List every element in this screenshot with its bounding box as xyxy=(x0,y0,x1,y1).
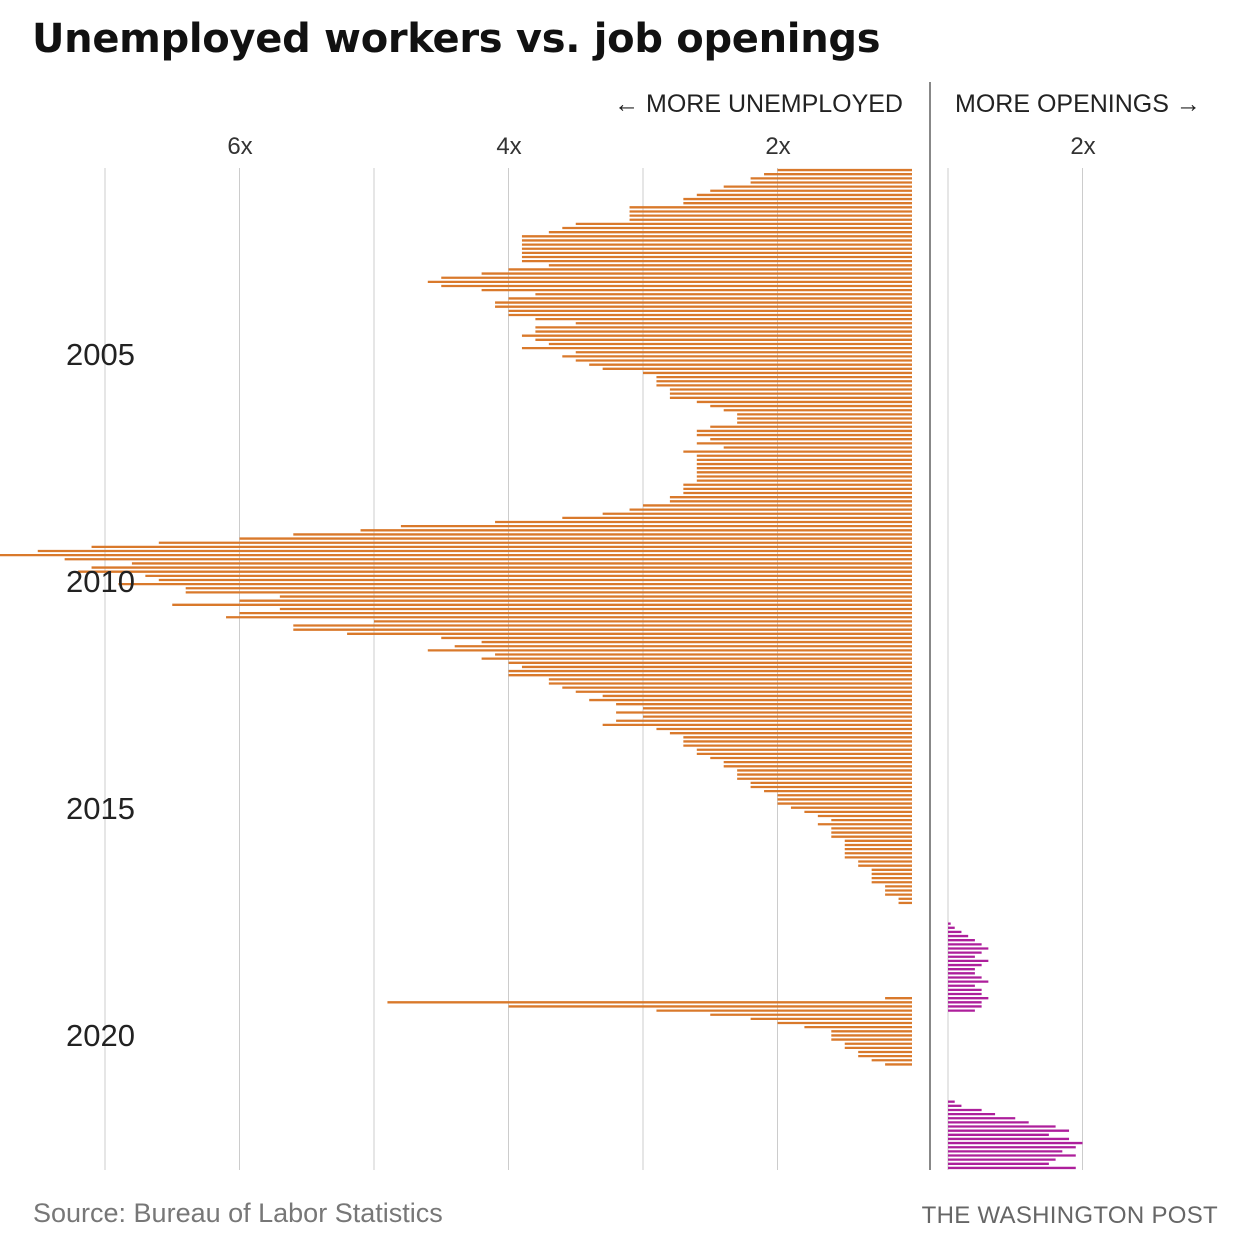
chart-title: Unemployed workers vs. job openings xyxy=(32,16,881,62)
year-label-2020: 2020 xyxy=(66,1018,135,1053)
x-tick-label-2x-left: 2x xyxy=(765,133,790,160)
bars xyxy=(0,168,1083,1170)
year-label-2005: 2005 xyxy=(66,337,135,372)
x-tick-label-4x: 4x xyxy=(496,133,521,160)
year-label-2010: 2010 xyxy=(66,564,135,599)
source-note: Source: Bureau of Labor Statistics xyxy=(33,1198,443,1228)
more-unemployed-label: ← MORE UNEMPLOYED xyxy=(614,90,903,118)
more-openings-label: MORE OPENINGS → xyxy=(955,90,1201,118)
year-label-2015: 2015 xyxy=(66,791,135,826)
x-tick-label-2x-right: 2x xyxy=(1070,133,1095,160)
publisher-credit: THE WASHINGTON POST xyxy=(921,1202,1218,1229)
x-tick-label-6x: 6x xyxy=(227,133,252,160)
